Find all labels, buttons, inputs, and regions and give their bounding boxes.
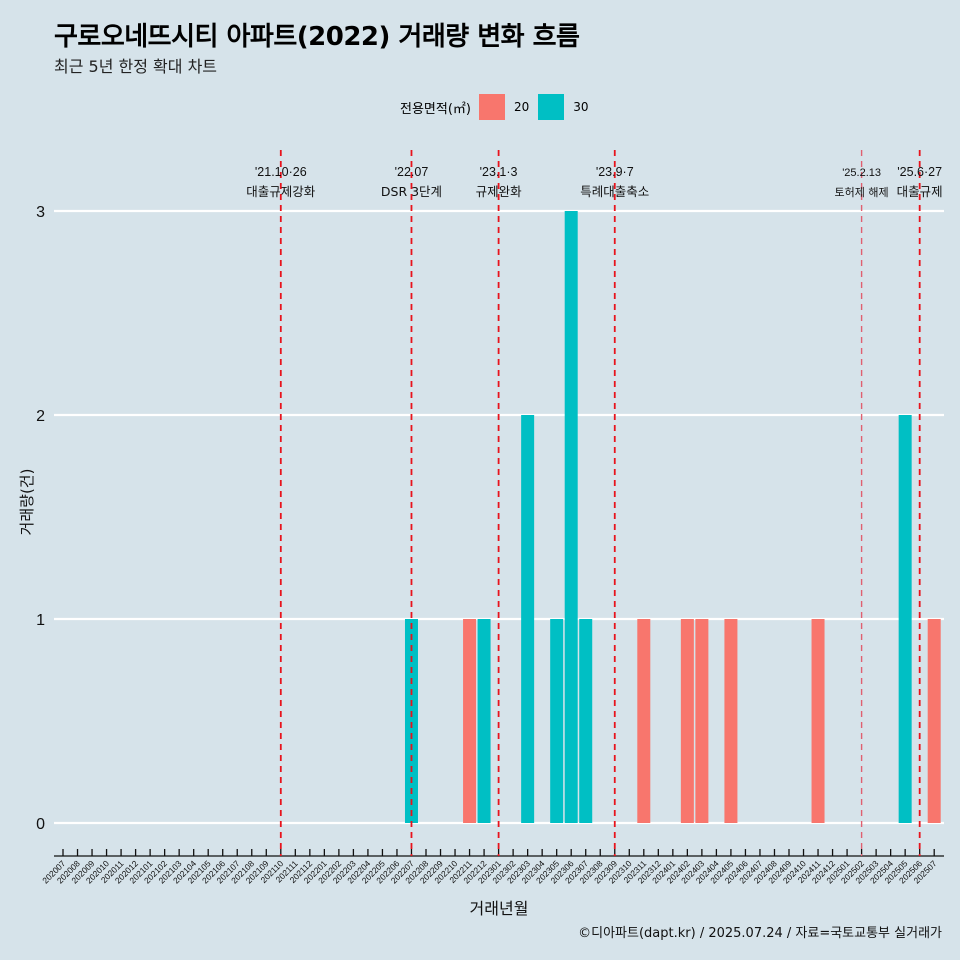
event-name-label: 규제완화 [476,184,523,199]
chart-title: 구로오네뜨시티 아파트(2022) 거래량 변화 흐름 [54,22,580,52]
event-date-label: '21.10·26 [255,165,307,179]
event-name-label: 대출규제강화 [246,184,316,199]
bar-20-202402 [680,619,694,823]
bar-20-202405 [724,619,738,823]
event-name-label: 특례대출축소 [580,184,649,199]
bar-30-202305 [550,619,564,823]
bar-30-202303 [521,415,535,823]
event-date-label: '23.1·3 [480,165,518,179]
bar-20-202507 [927,619,941,823]
event-date-label: '23.9·7 [596,165,634,179]
y-tick-label: 1 [36,612,45,629]
legend-title: 전용면적(㎡) [400,101,471,117]
event-name-label: DSR 3단계 [381,184,442,199]
event-date-label: '22.07 [395,165,429,179]
bar-30-202207 [404,619,418,823]
event-name-label: 토허제 해제 [835,185,889,199]
y-axis-title: 거래량(건) [18,469,36,536]
legend-swatch-30 [538,94,565,120]
legend-swatch-20 [478,94,505,120]
legend: 전용면적(㎡) 20 30 [400,93,598,121]
bar-30-202505 [898,415,912,823]
bar-20-202411 [811,619,825,823]
bar-30-202307 [579,619,593,823]
source-caption: ©디아파트(dapt.kr) / 2025.07.24 / 자료=국토교통부 실… [578,926,942,941]
chart-subtitle: 최근 5년 한정 확대 차트 [54,57,218,76]
event-date-label: '25.2.13 [842,167,881,179]
x-axis-title: 거래년월 [470,899,529,918]
bar-20-202311 [637,619,651,823]
y-tick-label: 0 [36,816,45,833]
y-tick-label: 2 [36,408,45,425]
event-date-label: '25.6·27 [897,165,942,179]
y-tick-label: 3 [36,204,45,221]
bar-20-202211 [463,619,477,823]
bar-20-202403 [695,619,709,823]
legend-label-30: 30 [573,100,589,114]
legend-label-20: 20 [513,100,530,114]
bar-30-202306 [564,211,578,823]
bar-30-202212 [477,619,491,823]
event-name-label: 대출규제 [897,184,943,199]
